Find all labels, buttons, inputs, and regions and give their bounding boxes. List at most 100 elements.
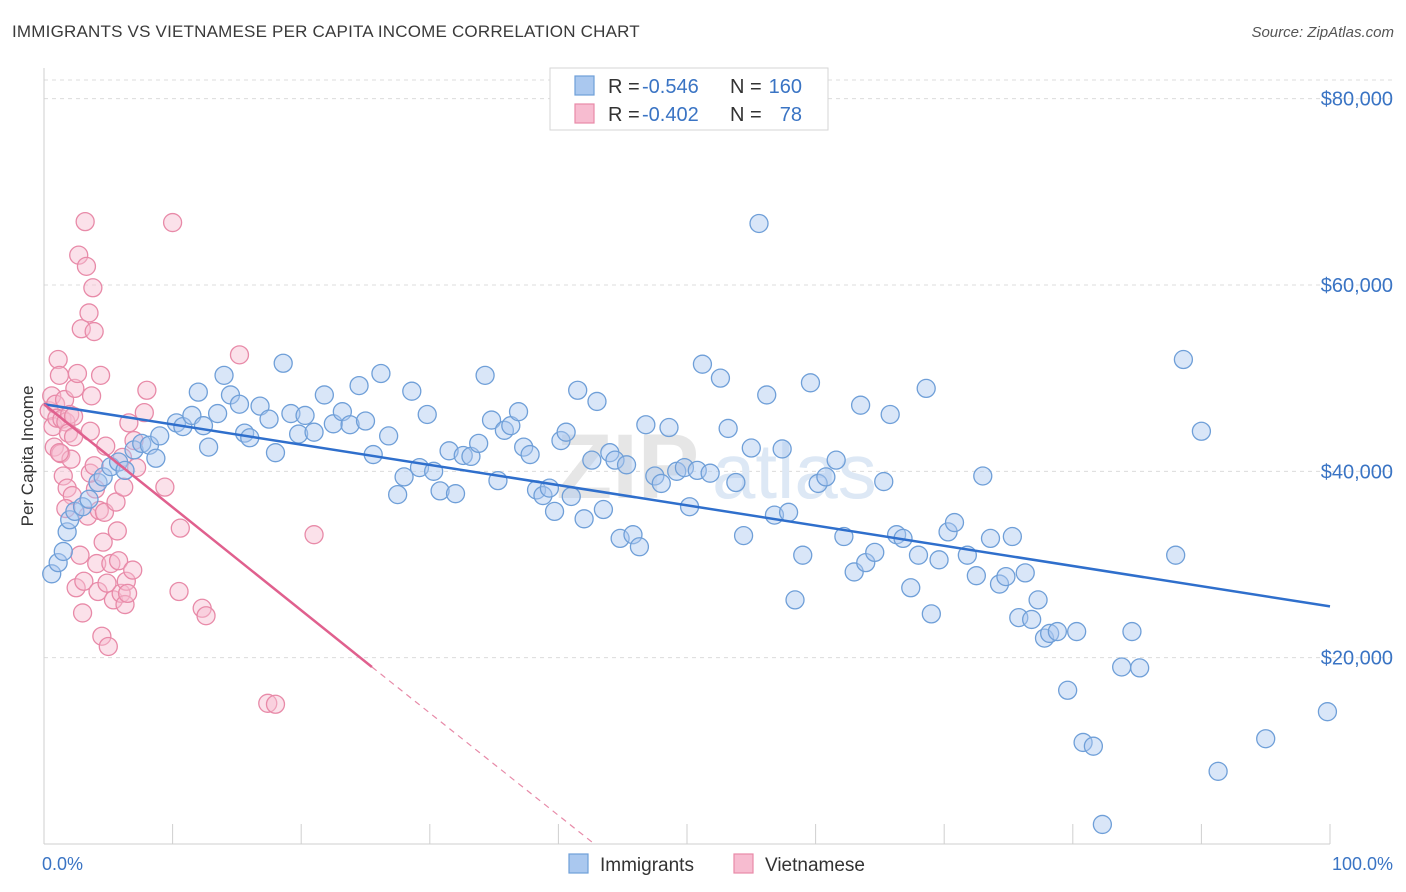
immigrants-point-32 xyxy=(265,443,286,463)
legend: R = -0.546 N = 160 R = -0.402 N = 78 xyxy=(549,67,829,131)
immigrants-point-86 xyxy=(645,466,665,486)
vietnamese-point-71 xyxy=(63,427,84,447)
vietnamese-point-58 xyxy=(134,402,154,423)
legend-n-label-2: N = xyxy=(730,104,762,126)
vietnamese-point-73 xyxy=(97,573,117,593)
immigrants-point-65 xyxy=(514,437,534,457)
vietnamese-point-59 xyxy=(137,380,157,400)
y-tick-label-0: $20,000 xyxy=(1321,648,1393,670)
immigrants-point-64 xyxy=(508,402,529,422)
immigrants-point-3 xyxy=(57,522,77,542)
immigrants-point-30 xyxy=(250,396,270,416)
vietnamese-point-27 xyxy=(75,211,95,232)
immigrants-point-93 xyxy=(692,354,713,374)
legend-swatch-immigrants xyxy=(574,75,595,96)
vietnamese-point-70 xyxy=(49,443,70,463)
vietnamese-point-39 xyxy=(90,365,111,386)
immigrants-point-153 xyxy=(1256,729,1276,749)
vietnamese-point-61 xyxy=(162,212,183,233)
vietnamese-point-18 xyxy=(63,406,84,426)
immigrants-point-128 xyxy=(966,566,986,586)
immigrants-point-97 xyxy=(726,472,746,493)
immigrants-point-95 xyxy=(710,368,731,388)
immigrants-point-94 xyxy=(700,463,720,483)
vietnamese-trend-extension xyxy=(371,666,595,845)
immigrants-point-107 xyxy=(800,373,821,393)
bottom-legend-immigrants: Immigrants xyxy=(600,855,694,876)
immigrants-point-135 xyxy=(1015,563,1035,583)
vietnamese-point-54 xyxy=(117,583,138,604)
immigrants-point-144 xyxy=(1083,736,1104,756)
chart-source: Source: ZipAtlas.com xyxy=(1251,24,1394,41)
immigrants-points xyxy=(42,213,1338,835)
immigrants-point-149 xyxy=(1166,545,1186,565)
immigrants-point-22 xyxy=(193,416,214,436)
immigrants-point-132 xyxy=(996,566,1016,587)
immigrants-point-84 xyxy=(629,537,650,557)
immigrants-point-140 xyxy=(1047,621,1068,642)
vietnamese-point-25 xyxy=(72,603,93,623)
immigrants-point-16 xyxy=(146,448,166,468)
vietnamese-point-19 xyxy=(65,378,85,399)
immigrants-point-27 xyxy=(229,394,250,414)
immigrants-point-8 xyxy=(88,472,108,493)
immigrants-point-152 xyxy=(1208,761,1228,781)
immigrants-point-59 xyxy=(475,365,495,386)
immigrants-point-150 xyxy=(1173,349,1194,370)
immigrants-point-146 xyxy=(1112,657,1132,677)
vietnamese-point-6 xyxy=(48,349,68,370)
legend-n-immigrants: 160 xyxy=(769,76,802,98)
legend-n-vietnamese: 78 xyxy=(780,104,802,126)
immigrants-point-130 xyxy=(980,528,1001,549)
vietnamese-point-33 xyxy=(83,278,103,298)
vietnamese-point-48 xyxy=(108,551,129,571)
immigrants-point-33 xyxy=(273,353,293,373)
vietnamese-point-65 xyxy=(196,606,216,626)
immigrants-point-106 xyxy=(793,545,813,565)
immigrants-point-80 xyxy=(605,450,625,470)
immigrants-point-21 xyxy=(188,382,208,402)
immigrants-point-98 xyxy=(733,525,754,546)
immigrants-point-87 xyxy=(651,473,671,494)
immigrants-point-56 xyxy=(453,445,473,466)
immigrants-point-51 xyxy=(417,404,437,425)
immigrants-point-151 xyxy=(1191,421,1212,441)
legend-r-label-1: R = xyxy=(608,76,640,98)
immigrants-point-148 xyxy=(1130,658,1150,678)
immigrants-point-7 xyxy=(79,489,99,509)
legend-n-label-1: N = xyxy=(730,76,762,98)
bottom-legend-swatch-immigrants xyxy=(568,853,589,874)
immigrants-point-123 xyxy=(921,604,941,624)
immigrants-point-111 xyxy=(834,526,854,547)
x-tick-labels: 0.0% 100.0% xyxy=(42,854,1393,874)
immigrants-point-147 xyxy=(1122,621,1142,642)
immigrants-point-74 xyxy=(568,380,588,400)
immigrants-point-85 xyxy=(636,415,656,435)
immigrants-trend-line xyxy=(43,402,1331,608)
immigrants-point-100 xyxy=(749,213,769,234)
x-tick-label-1: 100.0% xyxy=(1332,854,1393,874)
vietnamese-point-32 xyxy=(81,386,102,406)
vietnamese-point-8 xyxy=(51,443,71,464)
immigrants-point-113 xyxy=(850,395,871,415)
legend-swatch-vietnamese xyxy=(574,103,595,124)
immigrants-point-48 xyxy=(394,467,414,487)
vietnamese-point-46 xyxy=(103,590,124,610)
immigrants-point-103 xyxy=(772,439,792,459)
vietnamese-point-21 xyxy=(67,363,88,384)
immigrants-point-142 xyxy=(1067,621,1087,642)
immigrants-point-121 xyxy=(908,545,929,565)
immigrants-point-9 xyxy=(93,467,113,487)
immigrants-point-13 xyxy=(124,440,144,460)
immigrants-point-105 xyxy=(785,590,805,610)
immigrants-point-43 xyxy=(355,411,376,431)
immigrants-point-126 xyxy=(944,512,965,533)
immigrants-point-2 xyxy=(53,541,73,562)
vietnamese-point-44 xyxy=(98,636,118,657)
immigrants-point-60 xyxy=(481,410,502,430)
immigrants-point-23 xyxy=(198,437,219,457)
immigrants-point-34 xyxy=(281,403,301,424)
vietnamese-trend-line xyxy=(43,403,373,668)
vietnamese-point-10 xyxy=(53,466,73,486)
immigrants-point-77 xyxy=(587,391,607,412)
